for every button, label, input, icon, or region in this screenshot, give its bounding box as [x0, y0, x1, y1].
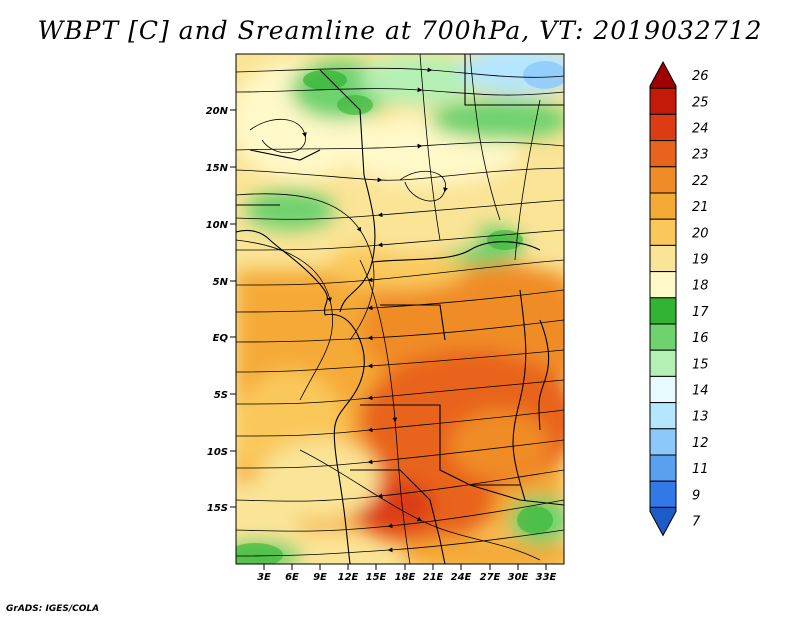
- lon-label: 30E: [508, 572, 529, 583]
- colorbar-swatch: [649, 323, 677, 351]
- colorbar-label: 17: [692, 305, 709, 320]
- lat-label: EQ: [213, 333, 229, 344]
- colorbar-label: 7: [692, 515, 701, 530]
- colorbar-label: 16: [692, 331, 709, 346]
- colorbar-swatch: [649, 113, 677, 142]
- lat-label: 15N: [206, 163, 229, 174]
- colorbar-swatch: [649, 192, 677, 220]
- colorbar-swatch: [649, 428, 677, 456]
- colorbar-label: 15: [692, 357, 709, 372]
- longitude-axis: [263, 564, 547, 570]
- colorbar: [649, 60, 677, 537]
- lon-label: 15E: [366, 572, 387, 583]
- colorbar-label: 14: [692, 384, 709, 399]
- colorbar-swatch: [649, 297, 677, 325]
- colorbar-swatch: [649, 218, 677, 246]
- colorbar-swatch: [649, 60, 677, 89]
- colorbar-swatch: [649, 244, 677, 273]
- colorbar-label: 21: [692, 200, 709, 215]
- lat-label: 20N: [206, 106, 229, 117]
- colorbar-swatch: [649, 166, 677, 194]
- lon-label: 21E: [423, 572, 444, 583]
- colorbar-label: 11: [692, 462, 709, 477]
- colorbar-swatch: [649, 480, 677, 508]
- colorbar-label: 18: [692, 279, 709, 294]
- colorbar-swatch: [649, 271, 677, 299]
- country-borders: [236, 54, 564, 564]
- lon-label: 27E: [480, 572, 501, 583]
- colorbar-label: 23: [692, 148, 709, 163]
- lat-label: 15S: [207, 503, 228, 514]
- grads-credit: GrADS: IGES/COLA: [6, 604, 100, 614]
- colorbar-swatch: [649, 87, 677, 115]
- wbpt-field: [236, 54, 564, 564]
- colorbar-label: 20: [692, 226, 709, 241]
- lat-label: 10N: [206, 220, 229, 231]
- colorbar-label: 24: [692, 122, 709, 137]
- colorbar-swatch: [649, 375, 677, 404]
- colorbar-swatch: [649, 402, 677, 430]
- lat-label: 10S: [207, 447, 228, 458]
- colorbar-label: 13: [692, 410, 709, 425]
- colorbar-swatch: [649, 140, 677, 168]
- colorbar-label: 25: [692, 95, 709, 110]
- streamlines: [236, 54, 564, 564]
- lat-label: 5N: [213, 277, 229, 288]
- colorbar-label: 22: [692, 174, 709, 189]
- lon-label: 6E: [285, 572, 299, 583]
- lon-label: 9E: [313, 572, 327, 583]
- lon-label: 12E: [338, 572, 359, 583]
- lon-label: 3E: [257, 572, 271, 583]
- lon-label: 18E: [395, 572, 416, 583]
- colorbar-label: 12: [692, 436, 709, 451]
- lon-label: 24E: [451, 572, 472, 583]
- colorbar-swatch: [649, 349, 677, 377]
- chart-title: WBPT [C] and Sreamline at 700hPa, VT: 20…: [37, 16, 763, 45]
- colorbar-label: 26: [692, 69, 709, 84]
- colorbar-labels: 26 25 24 23 22 21 20 19 18 17 16 15 14 13 12 11 9 7: [692, 69, 709, 529]
- colorbar-label: 19: [692, 253, 709, 268]
- colorbar-label: 9: [692, 488, 700, 503]
- lon-label: 33E: [536, 572, 557, 583]
- latitude-axis: [230, 109, 236, 508]
- colorbar-swatch: [649, 454, 677, 482]
- map-frame: [235, 53, 565, 565]
- lat-label: 5S: [214, 390, 228, 401]
- colorbar-swatch: [649, 506, 677, 537]
